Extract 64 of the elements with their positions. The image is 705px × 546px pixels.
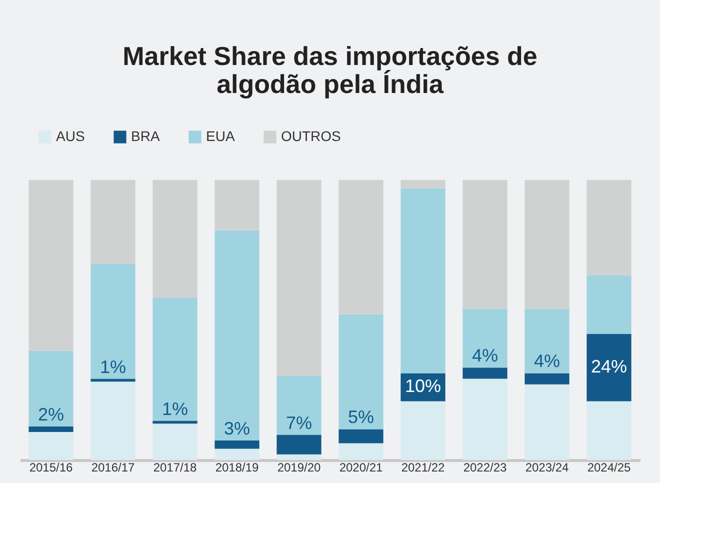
bar [276,376,322,435]
legend-label: AUS [56,128,85,144]
data-label: 4% [472,346,498,366]
bar [400,188,446,374]
bar [338,314,384,430]
legend-label: OUTROS [281,128,341,144]
chart-title: Market Share das importações de algodão pela Índia [122,41,538,99]
bar [462,378,508,460]
data-label: 4% [534,351,560,372]
bar [524,308,570,374]
bar [214,180,260,230]
data-label: 10% [404,376,442,396]
bar [338,443,384,460]
bar [276,180,322,376]
bar [462,180,508,309]
bar [586,334,632,402]
bar [462,368,508,379]
bar [90,382,136,460]
x-tick-label: 2024/25 [587,460,632,474]
bar [462,308,508,368]
bar [214,440,260,449]
bar [400,180,446,188]
bar [28,432,74,460]
bar [586,180,632,276]
bar [152,180,198,298]
x-tick-label: 2019/20 [277,460,322,474]
bar [276,454,322,460]
legend-label: EUA [206,128,236,144]
data-label: 5% [348,407,374,428]
bar [152,420,198,424]
bar [524,384,570,460]
bar [586,275,632,334]
bar [28,350,74,426]
bar [28,426,74,432]
bar [400,401,446,460]
bar [90,264,136,379]
x-tick-label: 2021/22 [401,460,446,474]
x-tick-label: 2018/19 [215,460,260,474]
bar [90,378,136,382]
data-label: 1% [100,356,126,377]
bar [524,373,570,384]
x-tick-label: 2016/17 [91,460,136,474]
bar [338,429,384,444]
bar [214,230,260,440]
bar [152,298,198,421]
bar [214,448,260,460]
x-tick-label: 2020/21 [339,460,384,474]
legend-label: BRA [131,128,160,144]
bar [276,434,322,454]
x-tick-label: 2023/24 [525,460,570,474]
x-tick-label: 2022/23 [463,460,508,474]
bar [152,424,198,460]
bar [338,180,384,314]
bar [586,401,632,460]
bar [90,180,136,264]
bar [524,180,570,309]
data-label: 2% [38,404,64,424]
data-label: 7% [286,412,312,433]
data-label: 3% [224,418,250,438]
data-label: 1% [162,398,188,419]
x-tick-label: 2015/16 [29,460,74,474]
bar [28,180,74,351]
x-tick-label: 2017/18 [153,460,198,474]
data-label: 24% [590,356,628,377]
